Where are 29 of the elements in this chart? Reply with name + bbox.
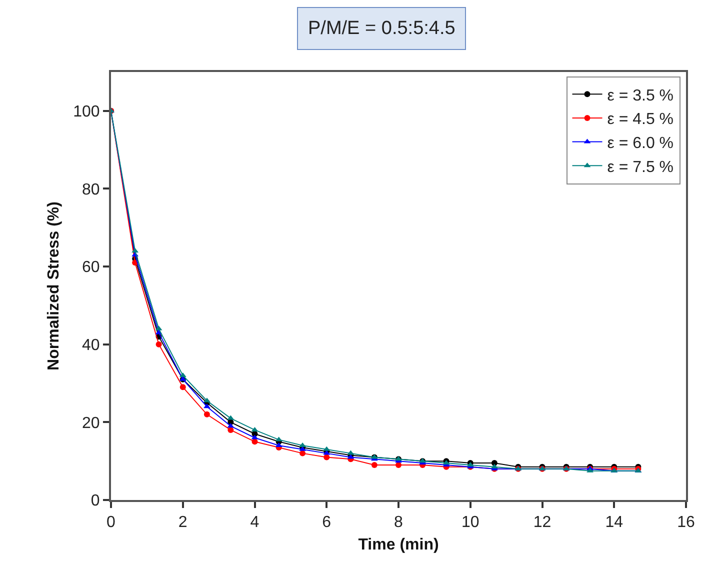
y-tick-label: 20: [82, 414, 100, 432]
y-tick-label: 0: [90, 492, 100, 510]
point: [491, 460, 498, 466]
point: [324, 454, 330, 460]
x-tick-label: 14: [605, 514, 624, 532]
legend-label: ε = 3.5 %: [607, 87, 674, 104]
y-tick-label: 80: [82, 181, 100, 198]
point: [371, 462, 378, 468]
point: [300, 450, 306, 456]
x-tick-label: 6: [322, 514, 332, 532]
x-axis-title: Time (min): [358, 536, 439, 554]
y-tick-label: 100: [73, 104, 100, 121]
x-tick-label: 10: [461, 514, 480, 532]
legend-label: ε = 4.5 %: [607, 111, 674, 128]
y-axis-title: Normalized Stress (%): [45, 202, 62, 370]
legend-label: ε = 6.0 %: [607, 135, 674, 152]
legend-label: ε = 7.5 %: [607, 158, 674, 176]
x-tick-label: 12: [533, 514, 552, 532]
x-tick-label: 0: [106, 514, 116, 532]
x-tick-label: 16: [677, 514, 695, 532]
y-tick-label: 60: [82, 259, 100, 276]
point: [156, 341, 162, 348]
y-tick-label: 40: [82, 336, 100, 354]
x-tick-label: 8: [394, 514, 404, 532]
x-tick-label: 4: [250, 514, 260, 532]
point: [180, 384, 186, 390]
chart-title: P/M/E = 0.5:5:4.5: [308, 18, 456, 39]
point: [204, 411, 210, 418]
x-tick-label: 2: [178, 514, 188, 532]
